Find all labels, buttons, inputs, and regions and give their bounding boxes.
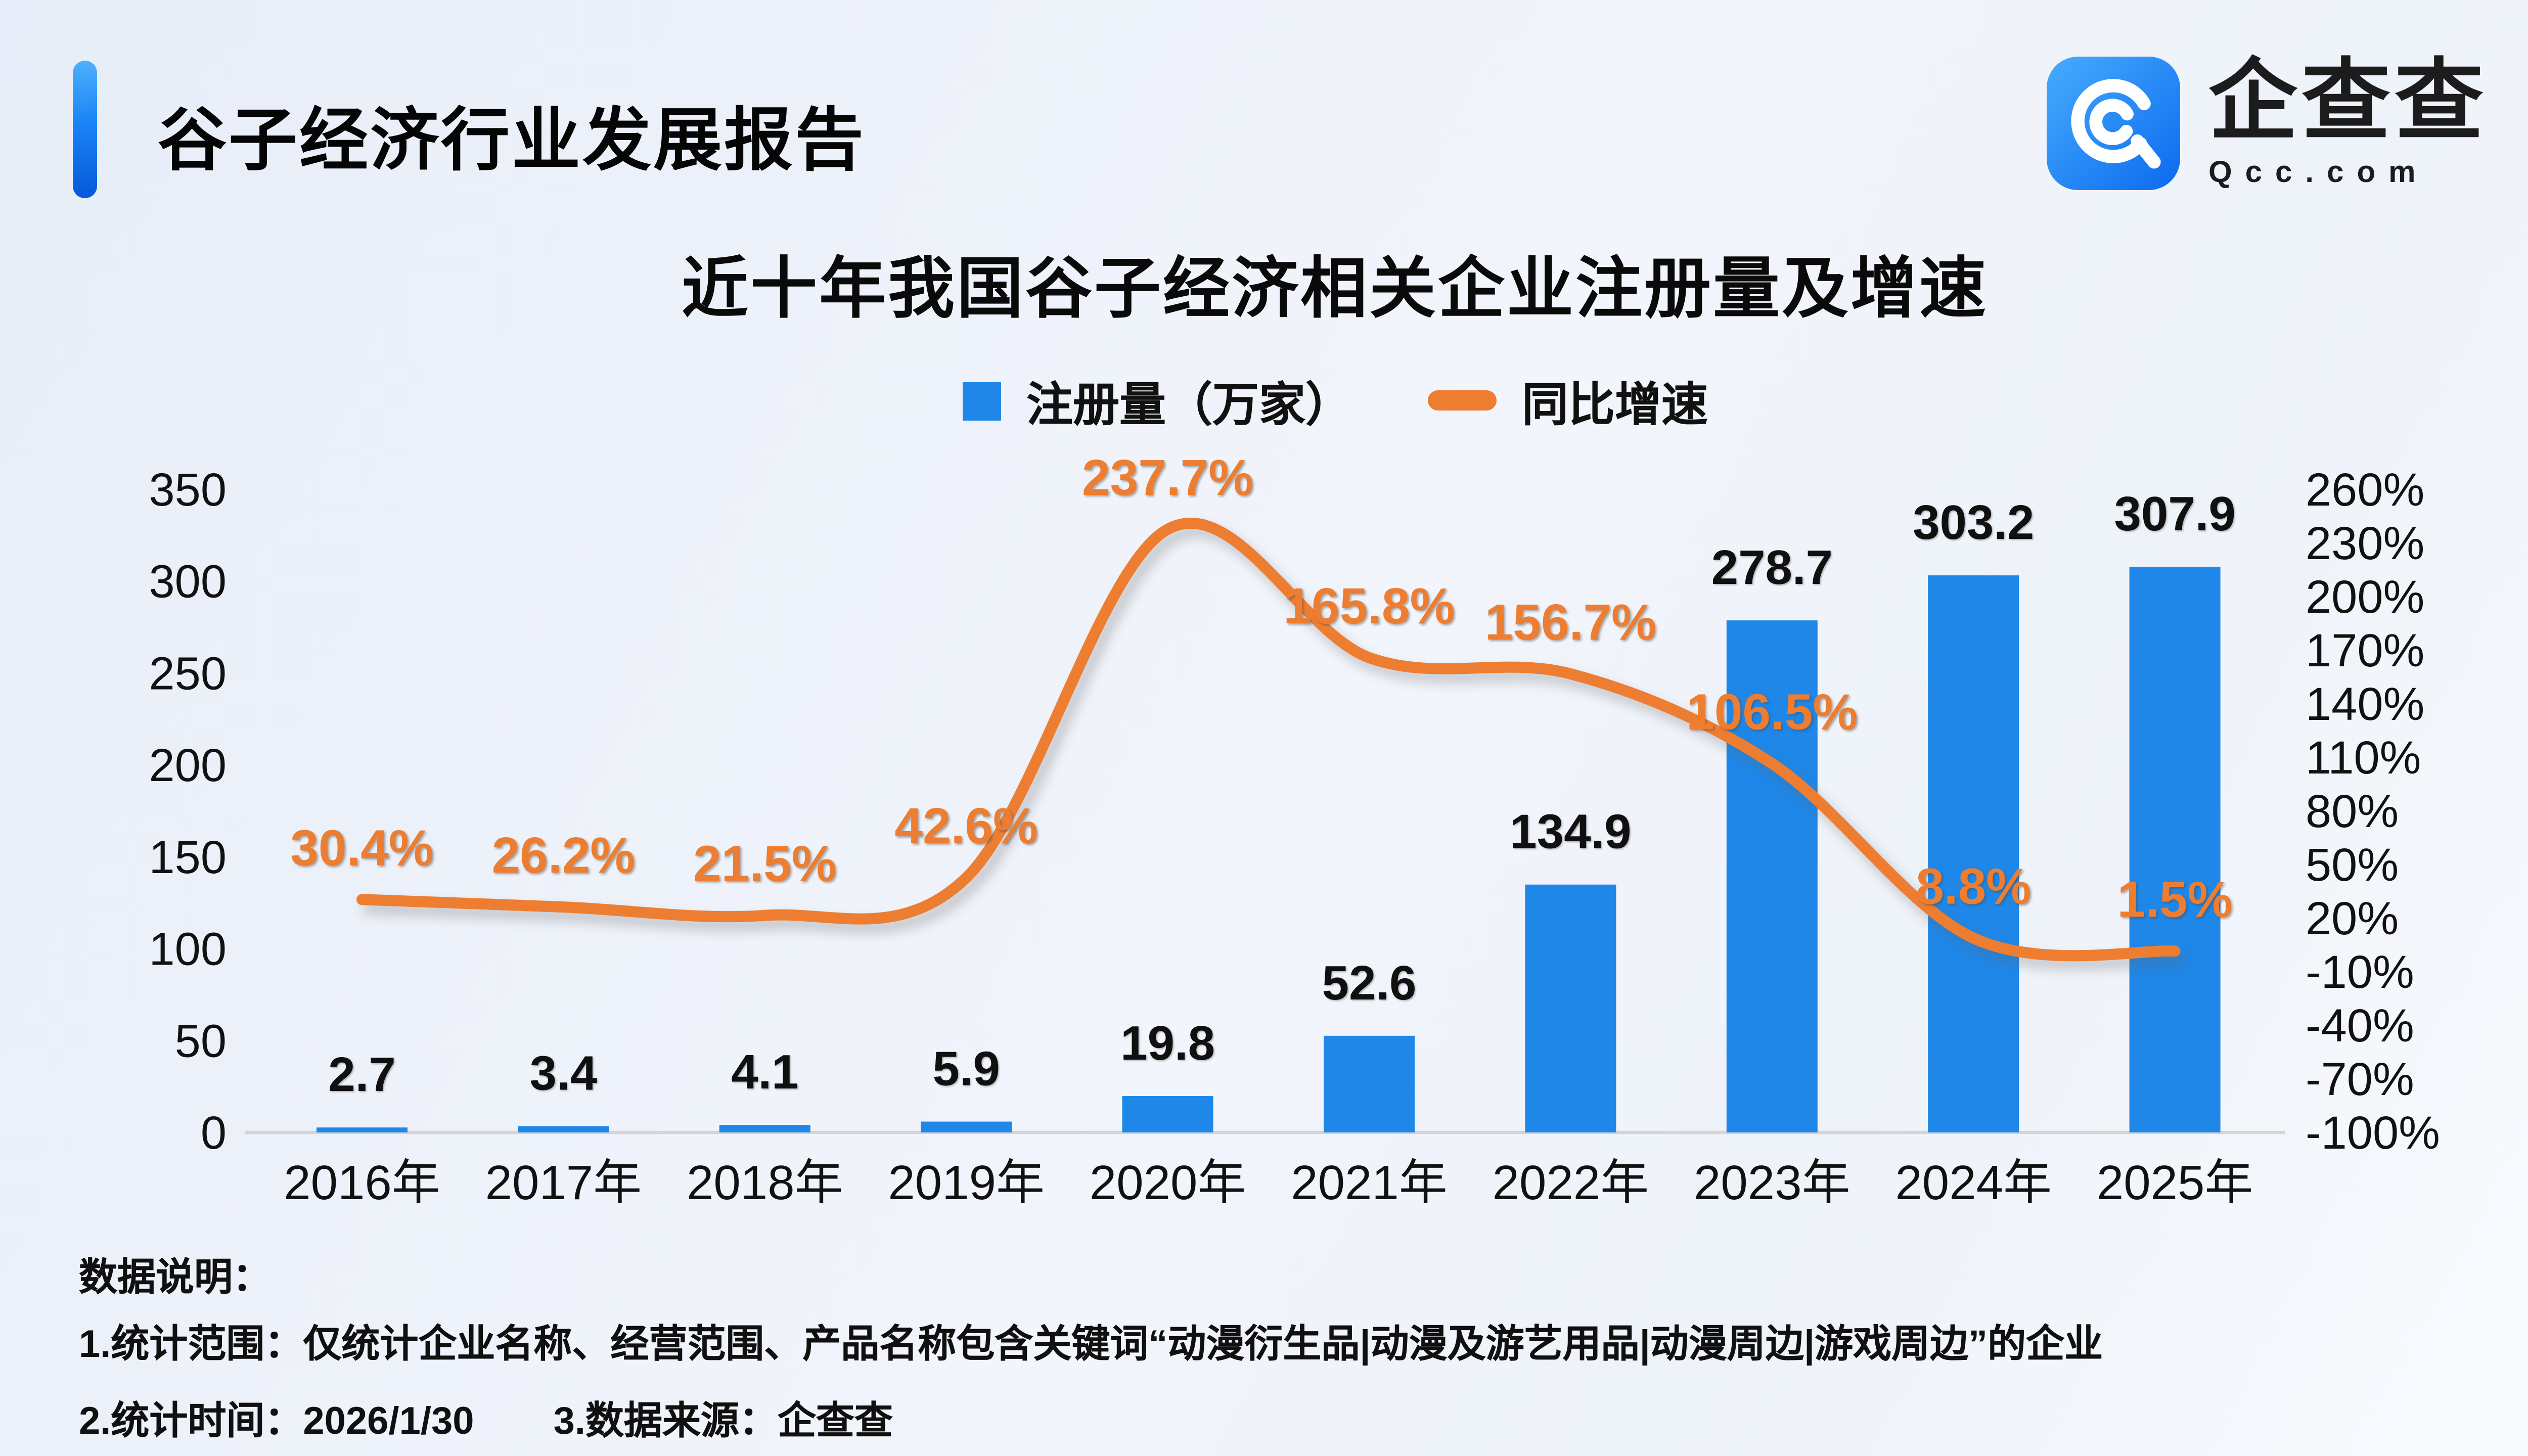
brand-name: 企查查 (2208, 53, 2488, 152)
growth-rate-label: 21.5% (693, 836, 837, 892)
right-axis-tick: 50% (2306, 839, 2399, 891)
bar-2019年 (921, 1121, 1012, 1132)
x-axis-label: 2023年 (1694, 1156, 1850, 1210)
right-axis-tick: -70% (2306, 1054, 2414, 1105)
footnote-heading: 数据说明： (79, 1258, 272, 1300)
growth-rate-label: 26.2% (492, 827, 636, 884)
qcc-logo-icon (2047, 57, 2180, 190)
bar-value-label: 19.8 (1120, 1016, 1215, 1070)
bar-value-label: 2.7 (328, 1048, 395, 1102)
right-axis-tick: 170% (2306, 625, 2424, 676)
bar-value-label: 5.9 (932, 1042, 1000, 1096)
growth-rate-label: 42.6% (894, 798, 1038, 854)
x-axis-label: 2018年 (687, 1156, 843, 1210)
footnote-source: 3.数据来源：企查查 (553, 1401, 893, 1444)
x-axis-label: 2022年 (1493, 1156, 1649, 1210)
left-axis-tick: 250 (149, 648, 227, 699)
page-title: 谷子经济行业发展报告 (158, 103, 866, 180)
bar-2021年 (1324, 1035, 1415, 1132)
right-axis-tick: 20% (2306, 893, 2399, 944)
right-axis-tick: -10% (2306, 946, 2414, 998)
footnote-date: 2.统计时间：2026/1/30 (79, 1401, 474, 1444)
legend-bar-swatch (962, 381, 1000, 420)
qcc-logo-text: 企查查 Qcc.com (2208, 53, 2488, 190)
x-axis-label: 2017年 (485, 1156, 642, 1210)
footnote-meta: 2.统计时间：2026/1/30 3.数据来源：企查查 (79, 1391, 893, 1446)
footnote-scope: 1.统计范围：仅统计企业名称、经营范围、产品名称包含关键词“动漫衍生品|动漫及游… (79, 1325, 2103, 1367)
growth-rate-line (356, 517, 2181, 962)
bar-2023年 (1726, 620, 1818, 1132)
right-axis-tick: 110% (2306, 732, 2421, 784)
bar-value-label: 3.4 (530, 1046, 597, 1101)
right-axis-tick: 200% (2306, 571, 2424, 623)
x-axis-label: 2025年 (2097, 1156, 2253, 1210)
left-axis-tick: 50 (175, 1015, 227, 1067)
bar-2025年 (2129, 567, 2221, 1132)
growth-rate-label: 30.4% (290, 820, 434, 876)
right-axis-tick: -40% (2306, 1000, 2414, 1052)
bar-2022年 (1525, 884, 1616, 1132)
growth-rate-label: 237.7% (1082, 449, 1253, 506)
growth-rate-label: 106.5% (1686, 684, 1858, 740)
bar-value-label: 303.2 (1913, 495, 2034, 550)
legend-line-label: 同比增速 (1522, 378, 1708, 431)
left-axis-tick: 350 (149, 464, 227, 516)
x-axis-label: 2019年 (888, 1156, 1045, 1210)
bar-2024年 (1928, 575, 2019, 1132)
right-axis-tick: -100% (2306, 1107, 2440, 1159)
bar-value-label: 134.9 (1510, 805, 1631, 859)
left-axis-tick: 0 (201, 1107, 227, 1159)
legend-bar-label: 注册量（万家） (1026, 378, 1352, 431)
right-axis-tick: 230% (2306, 518, 2424, 569)
bar-2016年 (317, 1127, 408, 1132)
brand-domain: Qcc.com (2208, 156, 2429, 190)
left-axis-tick: 200 (149, 740, 227, 791)
right-axis-tick: 80% (2306, 786, 2399, 837)
bar-2020年 (1122, 1096, 1213, 1132)
growth-rate-label: 156.7% (1485, 594, 1656, 651)
bar-value-label: 307.9 (2114, 487, 2235, 541)
bar-value-label: 52.6 (1322, 956, 1417, 1010)
bar-value-label: 4.1 (731, 1045, 798, 1099)
x-axis-label: 2020年 (1090, 1156, 1246, 1210)
x-axis-label: 2021年 (1291, 1156, 1448, 1210)
growth-rate-label: 8.8% (1916, 858, 2031, 915)
qcc-logo: 企查查 Qcc.com (2047, 53, 2488, 190)
x-axis-label: 2024年 (1895, 1156, 2052, 1210)
left-axis-tick: 100 (149, 924, 227, 975)
left-axis-tick: 150 (149, 832, 227, 883)
chart-legend: 注册量（万家） 同比增速 (81, 366, 2528, 435)
bar-value-label: 278.7 (1711, 540, 1833, 595)
right-axis-tick: 260% (2306, 464, 2424, 516)
left-axis-tick: 300 (149, 556, 227, 608)
x-axis-label: 2016年 (284, 1156, 440, 1210)
growth-rate-label: 165.8% (1283, 578, 1455, 634)
chart-title: 近十年我国谷子经济相关企业注册量及增速 (682, 251, 1988, 326)
growth-rate-label: 1.5% (2117, 871, 2233, 928)
bar-2018年 (719, 1125, 810, 1132)
legend-line-swatch (1427, 390, 1496, 411)
right-axis-tick: 140% (2306, 678, 2424, 730)
bar-2017年 (518, 1126, 609, 1132)
title-accent-bar (73, 61, 97, 198)
